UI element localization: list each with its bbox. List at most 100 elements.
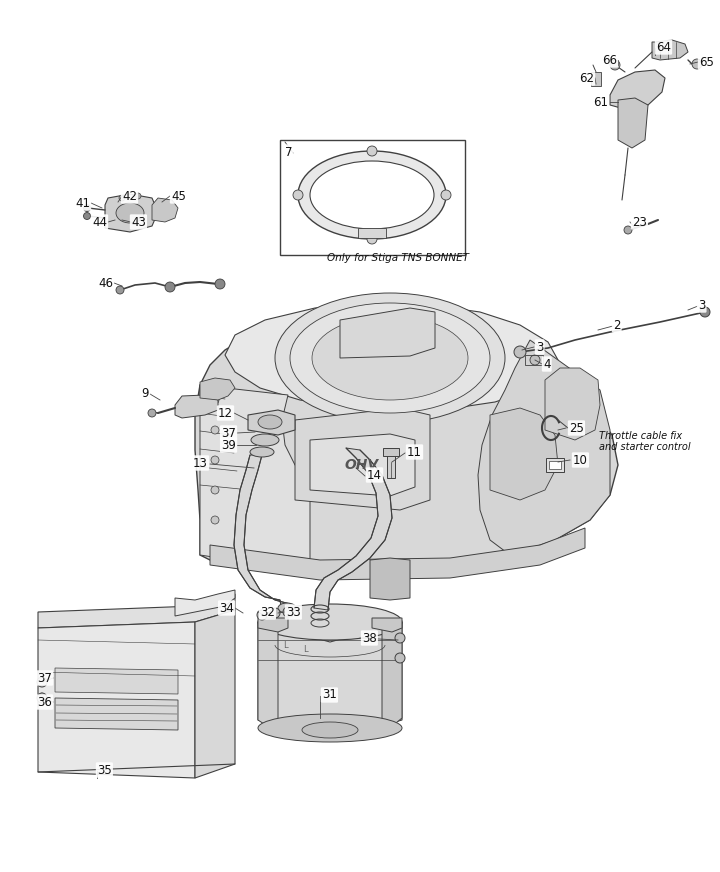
- Ellipse shape: [258, 714, 402, 742]
- Text: 31: 31: [322, 689, 337, 701]
- Circle shape: [84, 205, 91, 212]
- Polygon shape: [175, 590, 235, 616]
- Circle shape: [211, 516, 219, 524]
- Polygon shape: [38, 594, 235, 628]
- Text: 3: 3: [536, 340, 544, 353]
- Text: 2: 2: [613, 318, 621, 331]
- Polygon shape: [382, 622, 402, 728]
- Polygon shape: [258, 622, 278, 728]
- Bar: [525, 355, 543, 365]
- Circle shape: [37, 677, 47, 687]
- Polygon shape: [195, 315, 618, 572]
- Circle shape: [395, 653, 405, 663]
- Circle shape: [530, 355, 540, 365]
- Ellipse shape: [312, 316, 468, 400]
- Circle shape: [514, 346, 526, 358]
- Circle shape: [692, 59, 702, 69]
- Circle shape: [37, 693, 47, 703]
- Bar: [383, 448, 399, 456]
- Text: 4: 4: [543, 358, 551, 371]
- Text: 61: 61: [593, 96, 608, 108]
- Text: 37: 37: [221, 426, 236, 439]
- Text: 45: 45: [171, 189, 186, 202]
- Bar: [546, 458, 564, 472]
- Polygon shape: [175, 395, 218, 418]
- Circle shape: [367, 234, 377, 244]
- Circle shape: [441, 190, 451, 200]
- Text: 42: 42: [122, 189, 137, 202]
- Text: Throttle cable fix: Throttle cable fix: [599, 431, 682, 441]
- Text: 25: 25: [569, 421, 584, 434]
- Text: 66: 66: [602, 53, 617, 66]
- Text: 39: 39: [221, 439, 236, 452]
- Polygon shape: [314, 448, 392, 610]
- Ellipse shape: [298, 151, 446, 239]
- Text: 35: 35: [97, 764, 112, 776]
- Bar: [591, 72, 601, 86]
- Text: 14: 14: [367, 468, 382, 481]
- Circle shape: [211, 486, 219, 494]
- Text: 38: 38: [362, 631, 377, 644]
- Ellipse shape: [302, 722, 358, 738]
- Circle shape: [211, 426, 219, 434]
- Polygon shape: [618, 98, 648, 148]
- Circle shape: [367, 146, 377, 156]
- Text: 10: 10: [573, 453, 588, 467]
- Polygon shape: [152, 198, 178, 222]
- Text: 9: 9: [142, 386, 149, 399]
- Text: 36: 36: [37, 696, 52, 708]
- Ellipse shape: [250, 447, 274, 457]
- Bar: [549, 461, 561, 469]
- Polygon shape: [234, 455, 292, 616]
- Polygon shape: [478, 340, 610, 555]
- Polygon shape: [340, 308, 435, 358]
- Text: OHV: OHV: [345, 458, 379, 472]
- Text: 46: 46: [98, 276, 113, 290]
- Text: 7: 7: [284, 146, 292, 159]
- Bar: [280, 140, 465, 255]
- Text: 3: 3: [698, 298, 706, 311]
- Text: Only for Stiga TNS BONNET: Only for Stiga TNS BONNET: [327, 253, 469, 263]
- Polygon shape: [370, 558, 410, 600]
- Text: 23: 23: [632, 215, 647, 228]
- Polygon shape: [200, 385, 310, 572]
- Polygon shape: [210, 528, 585, 580]
- Polygon shape: [55, 698, 178, 730]
- Text: and starter control: and starter control: [599, 442, 690, 452]
- Polygon shape: [248, 410, 295, 435]
- Text: 43: 43: [131, 215, 146, 228]
- Polygon shape: [310, 434, 415, 496]
- Circle shape: [119, 195, 125, 201]
- Ellipse shape: [258, 415, 282, 429]
- Circle shape: [135, 193, 141, 199]
- Text: 34: 34: [219, 602, 234, 615]
- Ellipse shape: [258, 604, 402, 640]
- Circle shape: [610, 60, 620, 70]
- Circle shape: [395, 633, 405, 643]
- Ellipse shape: [275, 293, 505, 423]
- Text: 13: 13: [193, 457, 208, 469]
- Text: 44: 44: [92, 215, 107, 228]
- Circle shape: [116, 286, 124, 294]
- Circle shape: [84, 213, 91, 220]
- Polygon shape: [225, 303, 558, 410]
- Ellipse shape: [251, 434, 279, 446]
- Circle shape: [624, 226, 632, 234]
- Circle shape: [211, 396, 219, 404]
- Text: 41: 41: [75, 196, 90, 209]
- Circle shape: [283, 607, 293, 617]
- Circle shape: [700, 307, 710, 317]
- Text: 12: 12: [218, 406, 233, 419]
- Text: 62: 62: [579, 72, 594, 85]
- Polygon shape: [38, 622, 195, 778]
- Text: 65: 65: [699, 56, 714, 69]
- Text: 33: 33: [286, 605, 301, 618]
- Polygon shape: [652, 40, 688, 60]
- Polygon shape: [195, 610, 235, 778]
- Circle shape: [148, 409, 156, 417]
- Polygon shape: [200, 378, 235, 400]
- Bar: [387, 450, 395, 478]
- Text: L: L: [302, 645, 307, 655]
- Circle shape: [165, 282, 175, 292]
- Text: L: L: [283, 641, 287, 650]
